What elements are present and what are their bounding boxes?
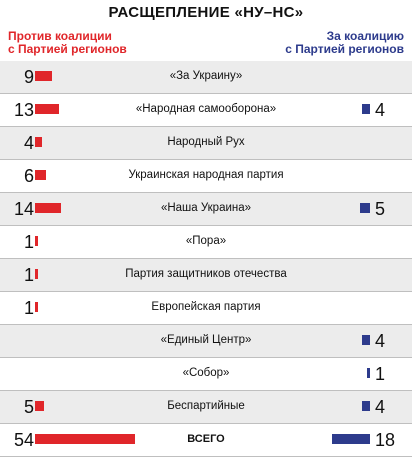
category-label: Украинская народная партия	[128, 169, 284, 181]
for-value-label: 4	[375, 331, 386, 351]
against-value-label: 1	[23, 265, 34, 285]
against-bar	[35, 137, 43, 147]
row-divider	[0, 93, 412, 94]
chart-row: 1 «Пора»	[0, 226, 412, 259]
chart-rows: 9 «За Украину» 13 «Народная самооборона» 4 4 Н…	[0, 61, 412, 457]
for-bar	[367, 368, 370, 378]
row-divider	[0, 456, 412, 457]
against-bar	[35, 104, 60, 114]
chart-row: «Собор» 1	[0, 358, 412, 391]
category-label: «Собор»	[182, 367, 230, 379]
row-divider	[0, 324, 412, 325]
against-bar	[35, 71, 52, 81]
row-divider	[0, 423, 412, 424]
for-value-label: 4	[375, 100, 386, 120]
for-value-label: 1	[375, 364, 386, 384]
row-divider	[0, 390, 412, 391]
against-value-label: 6	[23, 166, 34, 186]
against-bar	[35, 203, 61, 213]
chart-row: 1 Европейская партия	[0, 292, 412, 325]
against-value-label: 1	[23, 298, 34, 318]
chart-row: «Единый Центр» 4	[0, 325, 412, 358]
category-label: ВСЕГО	[187, 433, 225, 445]
for-header: За коалицию с Партией регионов	[285, 29, 404, 56]
row-divider	[0, 357, 412, 358]
chart-row: 14 «Наша Украина» 5	[0, 193, 412, 226]
against-value-label: 9	[23, 67, 34, 87]
chart-row: 5 Беспартийные 4	[0, 391, 412, 424]
against-bar	[35, 269, 38, 279]
row-divider	[0, 291, 412, 292]
chart-title: РАСЩЕПЛЕНИЕ «НУ–НС»	[108, 4, 304, 21]
row-divider	[0, 126, 412, 127]
category-label: Беспартийные	[167, 400, 245, 412]
against-value-label: 1	[23, 232, 34, 252]
against-value-label: 4	[23, 133, 34, 153]
chart-row: 13 «Народная самооборона» 4	[0, 94, 412, 127]
category-label: Европейская партия	[151, 301, 261, 313]
against-value-label: 54	[13, 430, 34, 450]
for-bar	[359, 203, 370, 213]
for-value-label: 18	[375, 430, 396, 450]
chart-row: 54 ВСЕГО 18	[0, 424, 412, 457]
against-bar	[35, 302, 38, 312]
against-value-label: 5	[23, 397, 34, 417]
row-divider	[0, 225, 412, 226]
category-label: «Единый Центр»	[160, 334, 252, 346]
chart-row: 9 «За Украину»	[0, 61, 412, 94]
row-divider	[0, 159, 412, 160]
chart-row: 4 Народный Рух	[0, 127, 412, 160]
against-bar	[35, 236, 38, 246]
for-bar	[332, 434, 370, 444]
against-bar	[35, 434, 135, 444]
category-label: Народный Рух	[167, 136, 245, 148]
row-divider	[0, 192, 412, 193]
for-bar	[361, 104, 370, 114]
category-label: «Народная самооборона»	[135, 103, 277, 115]
against-bar	[35, 401, 45, 411]
against-value-label: 14	[13, 199, 34, 219]
chart-row: 1 Партия защитников отечества	[0, 259, 412, 292]
against-value-label: 13	[13, 100, 34, 120]
against-header: Против коалиции с Партией регионов	[8, 29, 127, 56]
row-divider	[0, 258, 412, 259]
for-bar	[361, 335, 370, 345]
for-value-label: 4	[375, 397, 386, 417]
for-value-label: 5	[375, 199, 386, 219]
chart-row: 6 Украинская народная партия	[0, 160, 412, 193]
category-label: «Наша Украина»	[160, 202, 252, 214]
against-bar	[35, 170, 47, 180]
for-bar	[361, 401, 370, 411]
category-label: «За Украину»	[169, 70, 243, 82]
category-label: Партия защитников отечества	[125, 268, 287, 280]
category-label: «Пора»	[185, 235, 227, 247]
